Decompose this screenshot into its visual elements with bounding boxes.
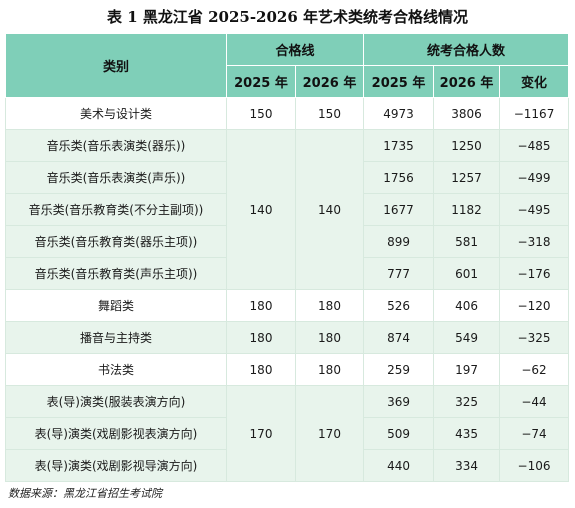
count-2026-cell: 334: [433, 449, 501, 482]
line-2026-cell: 180: [294, 321, 365, 354]
count-2026-cell: 1250: [433, 129, 501, 162]
count-2025-cell: 369: [363, 385, 435, 418]
count-2025-cell: 1756: [363, 161, 435, 194]
category-cell: 表(导)演类(戏剧影视导演方向): [5, 449, 227, 482]
header-count-2026: 2026 年: [433, 65, 501, 98]
category-cell: 音乐类(音乐教育类(器乐主项)): [5, 225, 227, 258]
line-2025-cell: 150: [226, 97, 296, 130]
category-cell: 表(导)演类(戏剧影视表演方向): [5, 417, 227, 450]
table-title: 表 1 黑龙江省 2025-2026 年艺术类统考合格线情况: [106, 8, 469, 26]
line-2025-cell: 180: [226, 353, 296, 386]
table-row: 音乐类(音乐教育类(声乐主项)) 777 601 −176: [5, 257, 570, 290]
change-cell: −176: [499, 257, 570, 290]
category-cell: 表(导)演类(服装表演方向): [5, 385, 227, 418]
category-cell: 音乐类(音乐表演类(器乐)): [5, 129, 227, 162]
category-cell: 播音与主持类: [5, 321, 227, 354]
count-2025-cell: 899: [363, 225, 435, 258]
count-2025-cell: 1677: [363, 193, 435, 226]
change-cell: −44: [499, 385, 570, 418]
header-qualified-count: 统考合格人数: [363, 33, 570, 66]
line-2025-cell: 180: [226, 321, 296, 354]
line-2026-cell: 180: [294, 289, 365, 322]
header-count-2025: 2025 年: [363, 65, 435, 98]
category-cell: 音乐类(音乐教育类(声乐主项)): [5, 257, 227, 290]
category-cell: 音乐类(音乐教育类(不分主副项)): [5, 193, 227, 226]
count-2026-cell: 549: [433, 321, 501, 354]
pass-line-table: 类别 合格线 统考合格人数 2025 年 2026 年 2025 年 2026 …: [5, 33, 570, 482]
change-cell: −106: [499, 449, 570, 482]
change-cell: −62: [499, 353, 570, 386]
table-row: 美术与设计类 150 150 4973 3806 −1167: [5, 97, 570, 130]
count-2025-cell: 4973: [363, 97, 435, 130]
count-2025-cell: 259: [363, 353, 435, 386]
category-cell: 美术与设计类: [5, 97, 227, 130]
count-2026-cell: 3806: [433, 97, 501, 130]
table-row: 音乐类(音乐表演类(声乐)) 1756 1257 −499: [5, 161, 570, 194]
count-2026-cell: 325: [433, 385, 501, 418]
header-line-2025: 2025 年: [226, 65, 296, 98]
header-category: 类别: [5, 33, 227, 98]
count-2026-cell: 197: [433, 353, 501, 386]
count-2026-cell: 406: [433, 289, 501, 322]
change-cell: −485: [499, 129, 570, 162]
line-2025-cell: 140: [226, 129, 296, 290]
line-2026-cell: 170: [294, 385, 365, 482]
count-2026-cell: 601: [433, 257, 501, 290]
count-2025-cell: 1735: [363, 129, 435, 162]
count-2026-cell: 435: [433, 417, 501, 450]
count-2025-cell: 526: [363, 289, 435, 322]
header-change: 变化: [499, 65, 570, 98]
table-row: 音乐类(音乐教育类(器乐主项)) 899 581 −318: [5, 225, 570, 258]
table-row: 书法类 180 180 259 197 −62: [5, 353, 570, 386]
change-cell: −495: [499, 193, 570, 226]
line-2026-cell: 140: [294, 129, 365, 290]
table-row: 播音与主持类 180 180 874 549 −325: [5, 321, 570, 354]
header-pass-line: 合格线: [225, 33, 365, 66]
count-2026-cell: 1182: [433, 193, 501, 226]
count-2026-cell: 1257: [433, 161, 501, 194]
count-2025-cell: 874: [363, 321, 435, 354]
line-2026-cell: 150: [294, 97, 365, 130]
change-cell: −1167: [499, 97, 570, 130]
count-2025-cell: 440: [363, 449, 435, 482]
table-row: 表(导)演类(戏剧影视导演方向) 440 334 −106: [5, 449, 570, 482]
change-cell: −499: [499, 161, 570, 194]
category-cell: 书法类: [5, 353, 227, 386]
count-2025-cell: 777: [363, 257, 435, 290]
data-source-note: 数据来源：黑龙江省招生考试院: [8, 487, 162, 500]
change-cell: −120: [499, 289, 570, 322]
table-row: 舞蹈类 180 180 526 406 −120: [5, 289, 570, 322]
category-cell: 舞蹈类: [5, 289, 227, 322]
change-cell: −325: [499, 321, 570, 354]
count-2025-cell: 509: [363, 417, 435, 450]
change-cell: −318: [499, 225, 570, 258]
category-cell: 音乐类(音乐表演类(声乐)): [5, 161, 227, 194]
line-2025-cell: 170: [226, 385, 296, 482]
line-2025-cell: 180: [226, 289, 296, 322]
change-cell: −74: [499, 417, 570, 450]
count-2026-cell: 581: [433, 225, 501, 258]
table-row: 表(导)演类(服装表演方向) 170 170 369 325 −44: [5, 385, 570, 482]
header-line-2026: 2026 年: [294, 65, 365, 98]
table-row: 音乐类(音乐表演类(器乐)) 140 140 1735 1250 −485: [5, 129, 570, 290]
line-2026-cell: 180: [294, 353, 365, 386]
table-row: 音乐类(音乐教育类(不分主副项)) 1677 1182 −495: [5, 193, 570, 226]
